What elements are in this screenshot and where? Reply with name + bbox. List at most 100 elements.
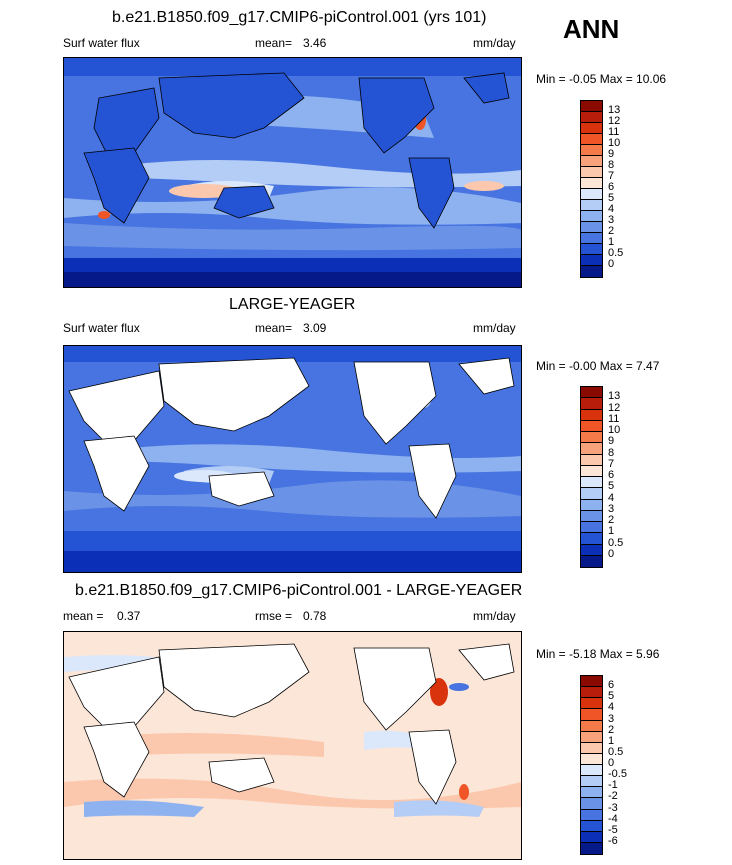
- colorbar-swatch: [581, 178, 602, 189]
- panel2-map: [63, 345, 522, 573]
- colorbar-swatch: [581, 222, 602, 233]
- colorbar-tick-label: 13: [608, 104, 621, 116]
- colorbar-swatch: [581, 443, 602, 455]
- colorbar-swatch: [581, 809, 602, 821]
- panel1-title: b.e21.B1850.f09_g17.CMIP6-piControl.001 …: [112, 9, 487, 26]
- colorbar-tick-label: 6: [608, 181, 615, 193]
- colorbar-swatch: [581, 731, 602, 743]
- panel3-rmse-label: rmse =: [255, 609, 293, 623]
- colorbar-tick-label: 7: [608, 170, 615, 182]
- colorbar-swatch: [581, 398, 602, 410]
- colorbar-swatch: [581, 134, 602, 145]
- panel3-title: b.e21.B1850.f09_g17.CMIP6-piControl.001 …: [75, 582, 523, 599]
- colorbar-tick-label: 5: [608, 192, 615, 204]
- colorbar-tick-label: 2: [608, 723, 615, 736]
- colorbar-swatch: [581, 101, 602, 112]
- colorbar-tick-label: 13: [608, 390, 621, 403]
- colorbar-swatch: [581, 156, 602, 167]
- colorbar-tick-label: 0.5: [608, 745, 624, 758]
- colorbar-tick-label: 6: [608, 469, 615, 481]
- panel2-units: mm/day: [473, 321, 516, 335]
- panel1-mean-value: 3.46: [303, 36, 327, 50]
- panel3-colorbar: [580, 675, 603, 855]
- colorbar-swatch: [581, 720, 602, 732]
- panel1-colorbar: [580, 100, 603, 278]
- colorbar-tick-label: 10: [608, 424, 621, 436]
- colorbar-swatch: [581, 145, 602, 156]
- colorbar-swatch: [581, 189, 602, 200]
- colorbar-tick-label: 12: [608, 401, 621, 414]
- colorbar-swatch: [581, 776, 602, 788]
- colorbar-swatch: [581, 465, 602, 477]
- colorbar-tick-label: 4: [608, 491, 615, 504]
- colorbar-tick-label: 2: [608, 514, 615, 526]
- panel2-colorbar: [580, 386, 603, 568]
- colorbar-tick-label: 0: [608, 547, 615, 560]
- colorbar-swatch: [581, 831, 602, 843]
- colorbar-tick-label: 4: [608, 701, 615, 714]
- colorbar-tick-label: 1: [608, 734, 615, 747]
- colorbar-swatch: [581, 420, 602, 432]
- colorbar-tick-label: 5: [608, 690, 615, 703]
- panel1-units: mm/day: [473, 36, 516, 50]
- colorbar-tick-label: 10: [608, 137, 621, 149]
- colorbar-swatch: [581, 233, 602, 244]
- colorbar-tick-label: 12: [608, 115, 621, 127]
- panel1-map: [63, 57, 522, 288]
- colorbar-swatch: [581, 454, 602, 466]
- colorbar-swatch: [581, 533, 602, 545]
- colorbar-swatch: [581, 167, 602, 178]
- colorbar-swatch: [581, 266, 602, 277]
- panel2-mean-label: mean=: [255, 321, 293, 335]
- panel3-rmse-value: 0.78: [303, 609, 327, 623]
- colorbar-tick-label: 0: [608, 258, 615, 270]
- colorbar-tick-label: -3: [608, 801, 618, 814]
- colorbar-swatch: [581, 477, 602, 489]
- colorbar-swatch: [581, 555, 602, 567]
- colorbar-tick-label: 6: [608, 679, 615, 692]
- colorbar-swatch: [581, 488, 602, 500]
- colorbar-tick-label: -5: [608, 823, 618, 836]
- colorbar-swatch: [581, 787, 602, 799]
- colorbar-swatch: [581, 544, 602, 556]
- colorbar-swatch: [581, 432, 602, 444]
- colorbar-swatch: [581, 510, 602, 522]
- colorbar-tick-label: 2: [608, 225, 615, 237]
- colorbar-tick-label: 4: [608, 203, 615, 215]
- colorbar-swatch: [581, 255, 602, 266]
- panel2-field-label: Surf water flux: [63, 321, 140, 335]
- colorbar-tick-label: -2: [608, 790, 618, 803]
- colorbar-tick-label: 11: [608, 412, 620, 425]
- colorbar-swatch: [581, 499, 602, 511]
- colorbar-swatch: [581, 211, 602, 222]
- panel2-mean-value: 3.09: [303, 321, 327, 335]
- colorbar-tick-label: 9: [608, 435, 615, 448]
- colorbar-swatch: [581, 842, 602, 854]
- colorbar-tick-label: 0.5: [608, 247, 624, 259]
- colorbar-tick-label: 3: [608, 712, 615, 725]
- colorbar-swatch: [581, 123, 602, 134]
- colorbar-tick-label: -1: [608, 779, 618, 792]
- colorbar-swatch: [581, 676, 602, 688]
- season-label: ANN: [563, 14, 620, 44]
- colorbar-tick-label: 8: [608, 159, 615, 171]
- colorbar-swatch: [581, 709, 602, 721]
- colorbar-swatch: [581, 522, 602, 534]
- panel1-mean-label: mean=: [255, 36, 293, 50]
- colorbar-tick-label: 1: [608, 525, 615, 538]
- colorbar-tick-label: 8: [608, 446, 615, 459]
- colorbar-swatch: [581, 753, 602, 765]
- panel2-title: LARGE-YEAGER: [229, 296, 356, 313]
- colorbar-swatch: [581, 742, 602, 754]
- panel1-field-label: Surf water flux: [63, 36, 140, 50]
- panel3-map: [63, 631, 522, 860]
- colorbar-swatch: [581, 112, 602, 123]
- colorbar-tick-label: 1: [608, 236, 615, 248]
- colorbar-swatch: [581, 244, 602, 255]
- colorbar-swatch: [581, 820, 602, 832]
- colorbar-swatch: [581, 387, 602, 399]
- colorbar-tick-label: 9: [608, 148, 615, 160]
- colorbar-tick-label: -6: [608, 834, 618, 847]
- panel2-minmax: Min = -0.00 Max = 7.47: [536, 359, 660, 373]
- panel3-minmax: Min = -5.18 Max = 5.96: [536, 647, 660, 661]
